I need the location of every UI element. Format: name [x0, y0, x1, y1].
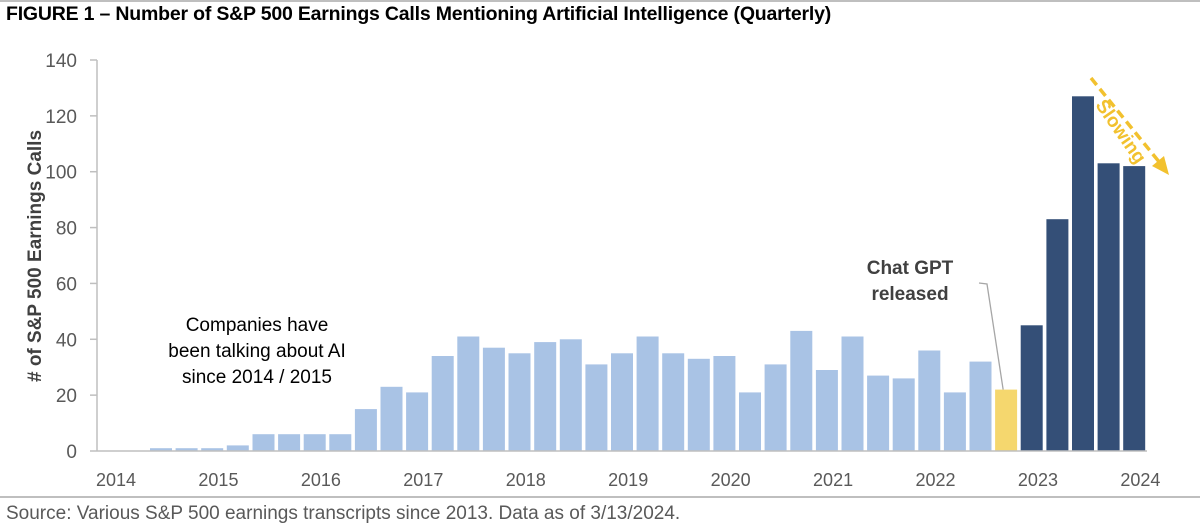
bar: 2020 Q2: 21	[739, 392, 761, 451]
slowing-arrow-icon	[1089, 76, 1169, 175]
bar: 2015 Q1: 1	[201, 448, 224, 451]
bar: 2023 Q2: 83	[1046, 219, 1069, 451]
bar: 2023 Q1: 45	[1020, 325, 1043, 451]
bar: 2019 Q1: 35	[611, 353, 633, 452]
bar: 2022 Q4: 22	[995, 389, 1018, 451]
annotation-line: Chat GPT	[866, 258, 954, 279]
x-tick-label: 2024	[1120, 470, 1160, 490]
x-tick-label: 2016	[301, 470, 341, 490]
bar: 2016 Q3: 15	[354, 409, 377, 451]
bar: 2023 Q3: 127	[1072, 96, 1094, 452]
y-tick-label: 20	[56, 386, 77, 407]
bar: 2014 Q3: 1	[150, 448, 172, 451]
y-tick-label: 100	[45, 163, 77, 184]
annotation-line: Companies have	[185, 315, 329, 336]
x-tick-label: 2018	[506, 470, 546, 490]
bar: 2020 Q3: 31	[764, 364, 787, 451]
x-tick-label: 2014	[96, 470, 136, 490]
x-axis: 2014 2015 2016 2017 2018 2019 2020 2021 2022 2023…	[96, 450, 1160, 490]
y-tick-label: 60	[56, 274, 77, 295]
bar: 2024 Q1: 102	[1123, 166, 1146, 451]
bar: 2018 Q4: 31	[585, 364, 608, 451]
bar: 2016 Q1: 6	[303, 434, 326, 451]
bar: 2014 Q4: 1	[175, 448, 198, 451]
top-rule	[0, 0, 1200, 2]
bar: 2022 Q1: 36	[918, 350, 941, 451]
bar: 2019 Q3: 35	[662, 353, 685, 452]
bar: 2021 Q4: 26	[892, 378, 915, 451]
bar: 2021 Q3: 27	[867, 375, 890, 451]
bar: 2019 Q4: 33	[687, 358, 710, 451]
bar: 2021 Q2: 41	[841, 336, 864, 451]
y-axis-title: # of S&P 500 Earnings Calls	[25, 129, 46, 383]
y-tick-label: 80	[56, 219, 77, 240]
x-tick-label: 2020	[711, 470, 751, 490]
bar: 2022 Q3: 32	[969, 361, 992, 451]
bar: 2015 Q3: 6	[252, 434, 275, 451]
bottom-rule	[0, 496, 1200, 498]
bar: 2016 Q4: 23	[380, 386, 403, 451]
annotation-early-ai: Companies have been talking about AI sin…	[132, 313, 382, 391]
y-tick-label: 140	[45, 51, 77, 72]
x-tick-label: 2021	[813, 470, 853, 490]
bar: 2017 Q2: 34	[431, 356, 454, 451]
bar: 2019 Q2: 41	[636, 336, 659, 451]
bar: 2017 Q4: 37	[482, 347, 505, 451]
bar: 2018 Q1: 35	[508, 353, 531, 452]
bar: 2017 Q3: 41	[457, 336, 480, 451]
bar: 2018 Q2: 39	[534, 342, 557, 451]
source-note: Source: Various S&P 500 earnings transcr…	[6, 503, 681, 524]
bar: 2021 Q1: 29	[815, 370, 838, 451]
bar: 2020 Q4: 43	[790, 330, 813, 451]
annotation-line: since 2014 / 2015	[181, 367, 332, 388]
x-tick-label: 2022	[915, 470, 955, 490]
x-tick-label: 2019	[608, 470, 648, 490]
bar: 2023 Q4: 103	[1097, 163, 1120, 452]
bar: 2017 Q1: 21	[406, 392, 429, 451]
figure-title: FIGURE 1 – Number of S&P 500 Earnings Ca…	[6, 3, 832, 25]
bar: 2015 Q2: 2	[226, 445, 249, 451]
y-tick-label: 120	[45, 107, 77, 128]
x-tick-label: 2023	[1018, 470, 1058, 490]
bar: 2022 Q2: 21	[943, 392, 966, 451]
bar: 2018 Q3: 40	[559, 339, 582, 451]
annotation-line: been talking about AI	[168, 341, 346, 362]
y-tick-label: 40	[56, 330, 77, 351]
annotation-chatgpt: Chat GPT released	[850, 256, 970, 308]
bar: 2016 Q2: 6	[329, 434, 352, 451]
x-tick-label: 2017	[403, 470, 443, 490]
bar: 2015 Q4: 6	[278, 434, 301, 451]
x-tick-label: 2015	[198, 470, 238, 490]
y-axis: 0 20 40 60 80 100 120 140	[45, 51, 98, 463]
y-tick-label: 0	[66, 442, 77, 463]
bar: 2020 Q1: 34	[713, 356, 736, 451]
annotation-line: released	[871, 284, 949, 305]
chatgpt-leader-line	[978, 282, 1004, 390]
